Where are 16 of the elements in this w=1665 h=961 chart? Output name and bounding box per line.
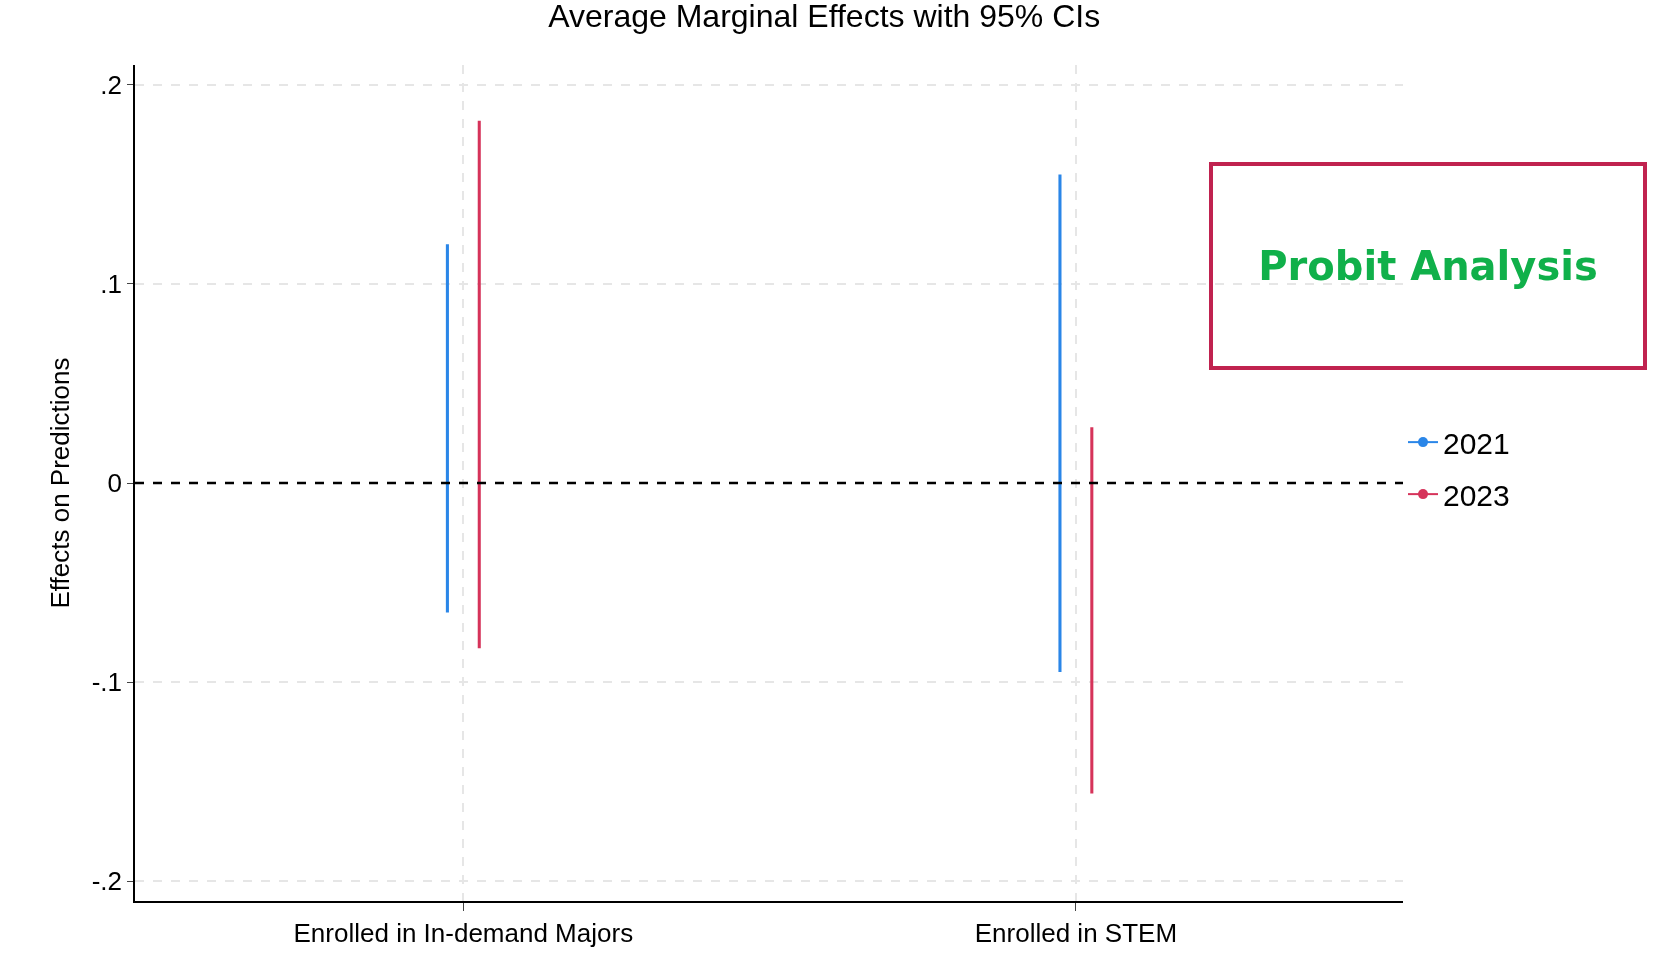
y-tick-label: .1 (100, 269, 123, 300)
legend-label: 2023 (1443, 478, 1510, 512)
legend-label: 2021 (1443, 426, 1510, 460)
y-axis-title: Effects on Predictions (44, 357, 75, 609)
bar (477, 120, 481, 649)
x-tick-label: Enrolled in STEM (974, 917, 1178, 948)
y-tick-label: 0 (107, 468, 123, 499)
bar (1058, 174, 1062, 673)
annotation: Probit Analysis (1258, 243, 1598, 289)
bar (445, 244, 449, 613)
y-tick-label: -.2 (91, 866, 123, 897)
y-tick-label: .2 (100, 70, 123, 100)
x-tick-label: Enrolled in In-demand Majors (293, 917, 634, 948)
y-tick-label: -.1 (91, 667, 123, 698)
chart-title: Average Marginal Effects with 95% CIs (548, 0, 1101, 35)
bar (1090, 427, 1094, 794)
